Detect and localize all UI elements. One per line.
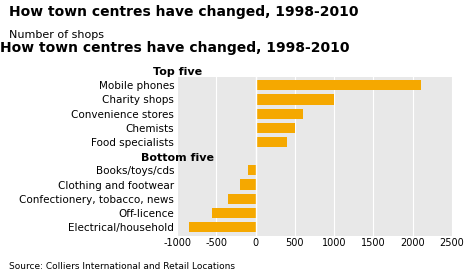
Text: Number of shops: Number of shops (9, 30, 104, 40)
Bar (256, 109, 303, 119)
Text: How town centres have changed, 1998-2010: How town centres have changed, 1998-2010 (9, 5, 359, 19)
Text: Bottom five: Bottom five (141, 153, 213, 162)
Bar (256, 123, 295, 133)
Text: Source: Colliers International and Retail Locations: Source: Colliers International and Retai… (9, 262, 235, 271)
Bar (240, 179, 256, 190)
Bar (256, 137, 287, 147)
Bar (189, 222, 256, 232)
Bar (256, 80, 421, 90)
Text: Top five: Top five (152, 67, 202, 78)
Bar (228, 194, 256, 204)
Text: How town centres have changed, 1998-2010: How town centres have changed, 1998-2010 (0, 41, 350, 55)
Bar (248, 165, 256, 175)
Bar (256, 94, 334, 105)
Bar (212, 208, 256, 218)
